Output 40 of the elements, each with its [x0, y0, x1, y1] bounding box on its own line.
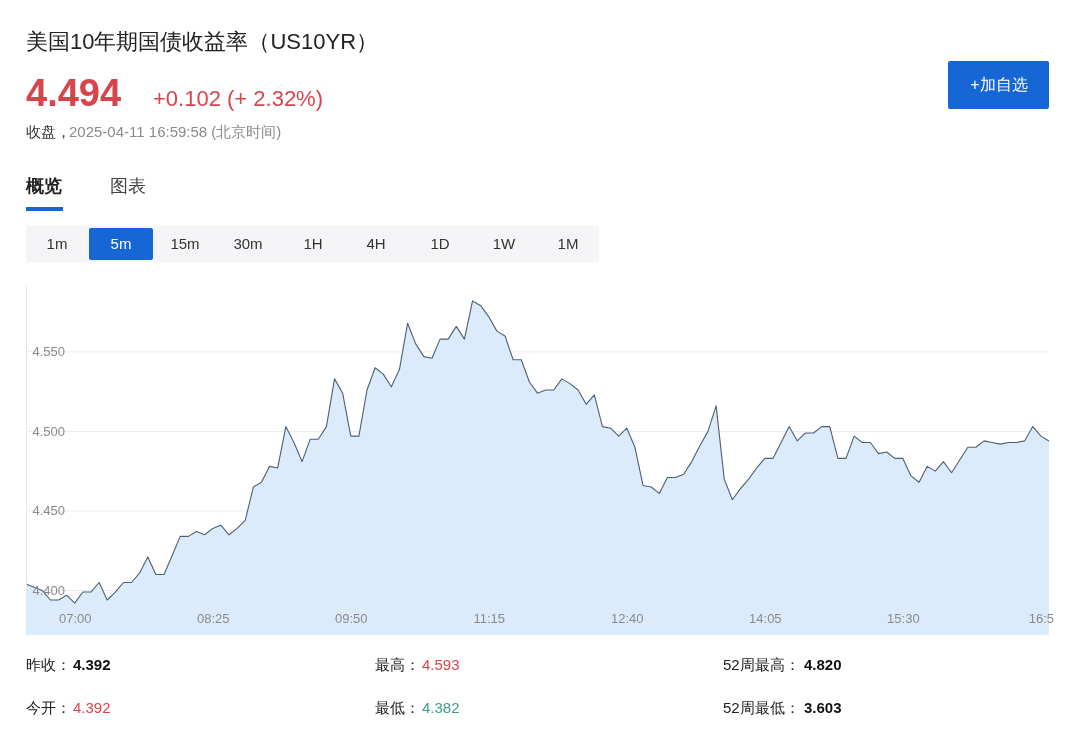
x-tick-label: 15:30 [887, 610, 920, 626]
text: 1m [46, 235, 68, 252]
text: 4.593 [422, 656, 460, 673]
text: 昨收： [26, 656, 71, 673]
text: 5m [110, 235, 132, 252]
text: 今开： [26, 699, 71, 716]
x-tick-label: 08:25 [196, 610, 230, 626]
text: +0.102 (+ 2.32%) [153, 86, 324, 111]
text: 3.603 [804, 699, 842, 716]
x-tick-label: 12:40 [611, 610, 644, 626]
text: 4.392 [73, 656, 111, 673]
text: 4.494 [26, 72, 122, 114]
x-tick-label: 14:05 [749, 610, 782, 626]
text: 最高： [375, 656, 420, 673]
text: +加自选 [970, 76, 1028, 93]
text: 4.820 [804, 656, 842, 673]
y-tick-label: 4.450 [32, 503, 66, 519]
x-tick-label: 11:15 [473, 610, 506, 626]
text: 1D [430, 235, 450, 252]
x-tick-label: 09:50 [334, 610, 368, 626]
text: 1W [492, 235, 517, 252]
x-tick-label: 07:00 [58, 610, 92, 626]
text: 52周最高： [723, 656, 800, 673]
text: 1M [557, 235, 579, 252]
text: 2025-04-11 16:59:58 (北京时间) [69, 123, 282, 140]
x-tick-label: 16:5 [1028, 610, 1055, 626]
text: 30m [233, 235, 263, 252]
text: 1H [303, 235, 323, 252]
text: 图表 [110, 176, 146, 196]
text: 15m [170, 235, 200, 252]
y-tick-label: 4.500 [32, 423, 66, 439]
y-tick-label: 4.550 [32, 344, 66, 360]
text: 概览 [25, 176, 62, 196]
text: 4.382 [422, 699, 460, 716]
text: 收盘， [26, 123, 71, 140]
text: 4.392 [73, 699, 111, 716]
text: 52周最低： [723, 699, 800, 716]
text: 最低： [375, 699, 420, 716]
chart-title: 美国10年期国债收益率（US10YR） [26, 29, 379, 54]
text: 4H [366, 235, 386, 252]
